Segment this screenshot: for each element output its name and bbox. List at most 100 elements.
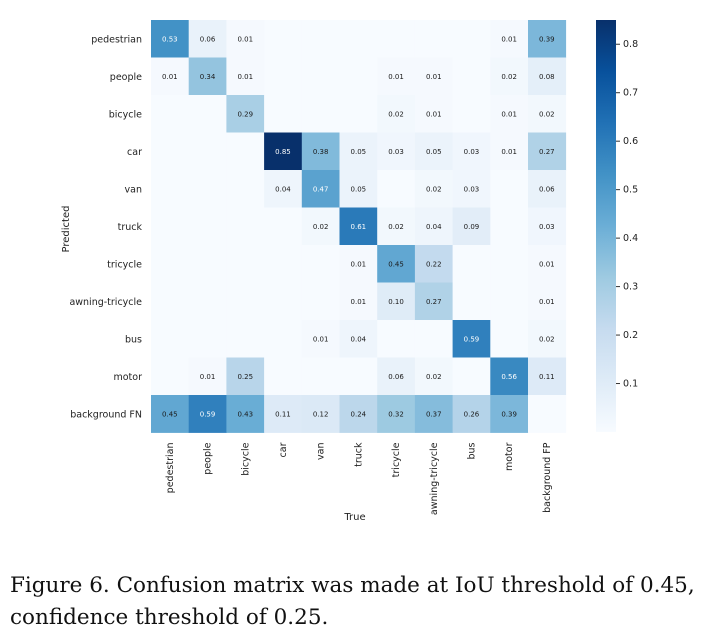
cell-value-label: 0.45 (388, 260, 404, 268)
cell-value-label: 0.38 (313, 148, 329, 156)
colorbar-ticks: 0.1 0.2 0.3 0.4 0.5 0.6 0.7 0.8 (616, 39, 638, 390)
heatmap-cell (151, 95, 190, 133)
cell-value-label: 0.01 (501, 148, 517, 156)
x-tick-label: pedestrian (165, 443, 176, 494)
y-tick-label: people (110, 72, 142, 83)
cell-value-label: 0.01 (426, 73, 442, 81)
x-tick-label: motor (504, 442, 515, 471)
cell-value-label: 0.01 (501, 110, 517, 118)
heatmap-cell (414, 20, 453, 58)
heatmap-cell (151, 357, 190, 396)
cell-value-label: 0.32 (388, 410, 404, 418)
colorbar-tick-label: 0.7 (623, 88, 638, 99)
heatmap-cell (188, 245, 227, 283)
heatmap-cell (490, 20, 529, 58)
x-tick-label: van (316, 443, 327, 460)
cell-value-label: 0.11 (539, 373, 555, 381)
cell-value-label: 0.01 (313, 335, 329, 343)
heatmap-cell (490, 282, 529, 321)
heatmap-cell (414, 57, 453, 96)
heatmap-cell (301, 245, 340, 283)
heatmap-cell (301, 170, 340, 208)
cell-value-label: 0.09 (464, 223, 480, 231)
heatmap-cell (339, 282, 378, 321)
cell-value-label: 0.43 (237, 410, 253, 418)
heatmap-cell (414, 395, 453, 433)
cell-value-label: 0.39 (501, 410, 517, 418)
cell-value-label: 0.02 (501, 73, 517, 81)
heatmap-cell (226, 57, 265, 96)
heatmap-cell (414, 320, 453, 358)
heatmap-cell (339, 170, 378, 208)
heatmap-cell (490, 395, 529, 433)
x-axis-label: True (343, 512, 365, 523)
heatmap-cell (226, 170, 265, 208)
cell-value-label: 0.05 (426, 148, 442, 156)
heatmap-cell (188, 170, 227, 208)
cell-value-label: 0.01 (501, 35, 517, 43)
cell-value-label: 0.02 (539, 110, 555, 118)
heatmap-cell (264, 282, 303, 321)
heatmap-cell (301, 282, 340, 321)
cell-value-label: 0.85 (275, 148, 291, 156)
cell-value-label: 0.01 (237, 73, 253, 81)
heatmap-cell (339, 132, 378, 171)
x-tick-label: bus (466, 442, 477, 459)
heatmap-cell (490, 357, 529, 396)
heatmap-cell (528, 320, 567, 358)
heatmap-cell (188, 20, 227, 58)
colorbar (596, 20, 616, 432)
heatmap-cell (301, 395, 340, 433)
heatmap-cell (490, 320, 529, 358)
cell-value-label: 0.03 (464, 185, 480, 193)
heatmap-cell (339, 57, 378, 96)
cell-value-label: 0.02 (426, 373, 442, 381)
cell-value-label: 0.03 (464, 148, 480, 156)
heatmap-cell (377, 132, 416, 171)
heatmap-cell (226, 320, 265, 358)
y-tick-labels: pedestrian people bicycle car van truck tricyc… (69, 34, 142, 420)
cell-value-label: 0.10 (388, 298, 404, 306)
heatmap-cell (452, 320, 491, 358)
colorbar-tick-label: 0.2 (623, 330, 638, 341)
cell-value-label: 0.01 (388, 73, 404, 81)
cell-value-label: 0.59 (464, 335, 480, 343)
heatmap-cell (151, 57, 190, 96)
heatmap-cell (188, 95, 227, 133)
heatmap-cell (528, 57, 567, 96)
heatmap-cell (301, 357, 340, 396)
heatmap-cell (339, 395, 378, 433)
heatmap-cell (339, 20, 378, 58)
heatmap-cell (264, 57, 303, 96)
heatmap-cell (264, 170, 303, 208)
heatmap-cell (151, 132, 190, 171)
cell-value-label: 0.04 (351, 335, 367, 343)
cell-value-label: 0.59 (200, 410, 216, 418)
heatmap-cell (151, 282, 190, 321)
cell-value-label: 0.02 (426, 185, 442, 193)
y-tick-label: pedestrian (91, 34, 142, 45)
cell-value-label: 0.25 (237, 373, 253, 381)
heatmap-cell (452, 245, 491, 283)
y-tick-label: truck (118, 222, 143, 233)
x-tick-label: tricycle (391, 442, 402, 477)
heatmap-cell (226, 245, 265, 283)
y-tick-label: van (125, 184, 142, 195)
heatmap-cell (188, 320, 227, 358)
heatmap-cell (490, 170, 529, 208)
x-tick-label: background FP (542, 442, 553, 513)
heatmap-cell (151, 245, 190, 283)
heatmap-cell (264, 207, 303, 246)
heatmap-cell (528, 132, 567, 171)
heatmap-cell (528, 170, 567, 208)
heatmap-cell (188, 282, 227, 321)
heatmap-cell (377, 207, 416, 246)
y-tick-label: tricycle (107, 259, 142, 270)
cell-value-label: 0.05 (351, 148, 367, 156)
heatmap-cell (414, 207, 453, 246)
heatmap-cell (452, 57, 491, 96)
heatmap-cell (188, 207, 227, 246)
heatmap-cell (301, 320, 340, 358)
heatmap-cell (264, 132, 303, 171)
y-tick-label: motor (113, 372, 142, 383)
